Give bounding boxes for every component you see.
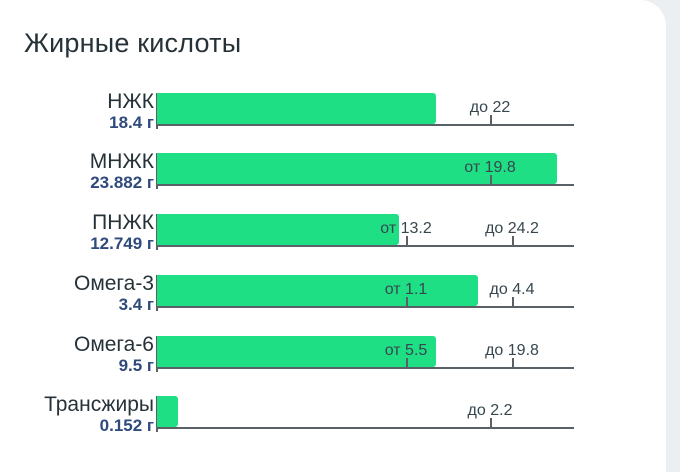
nutrient-row-pnzhk: ПНЖК 12.749 г от 13.2 до 24.2 xyxy=(0,211,680,254)
nutrient-amount: 3.4 г xyxy=(118,295,154,314)
baseline xyxy=(157,184,574,186)
nutrient-row-omega-6: Омега-6 9.5 г от 5.5 до 19.8 xyxy=(0,333,680,376)
amount-bar xyxy=(157,336,436,367)
nutrient-row-nzhk: НЖК 18.4 г до 22 xyxy=(0,90,680,133)
amount-bar xyxy=(157,275,478,306)
min-tick xyxy=(490,175,492,185)
min-tick xyxy=(406,358,408,368)
nutrient-name: НЖК xyxy=(107,90,154,113)
max-label: до 24.2 xyxy=(485,220,539,237)
nutrient-name: Омега-3 xyxy=(73,272,154,295)
min-tick xyxy=(406,297,408,307)
baseline xyxy=(157,306,574,308)
nutrient-name: Трансжиры xyxy=(44,393,154,416)
min-label: от 5.5 xyxy=(384,342,428,359)
nutrient-row-mnzhk: МНЖК 23.882 г от 19.8 xyxy=(0,150,680,193)
min-tick xyxy=(406,236,408,246)
min-label: от 13.2 xyxy=(380,220,432,237)
card-title: Жирные кислоты xyxy=(24,28,242,58)
nutrient-amount: 18.4 г xyxy=(109,113,154,132)
max-label: до 22 xyxy=(469,99,511,116)
fatty-acids-card: Жирные кислоты НЖК 18.4 г до 22 МНЖК 23.… xyxy=(0,0,666,472)
nutrient-row-omega-3: Омега-3 3.4 г от 1.1 до 4.4 xyxy=(0,272,680,315)
nutrient-amount: 0.152 г xyxy=(99,416,154,435)
nutrient-amount: 12.749 г xyxy=(90,234,154,253)
nutrient-name: МНЖК xyxy=(89,150,154,173)
max-tick xyxy=(490,115,492,125)
min-label: от 1.1 xyxy=(384,281,428,298)
baseline xyxy=(157,245,574,247)
baseline xyxy=(157,367,574,369)
baseline xyxy=(157,427,574,429)
nutrient-amount: 23.882 г xyxy=(90,173,154,192)
max-tick xyxy=(490,418,492,428)
nutrient-name: ПНЖК xyxy=(92,211,154,234)
nutrient-name: Омега-6 xyxy=(73,333,154,356)
max-label: до 2.2 xyxy=(467,402,513,419)
max-tick xyxy=(512,236,514,246)
nutrient-row-trans-fats: Трансжиры 0.152 г до 2.2 xyxy=(0,393,680,436)
amount-bar xyxy=(157,93,436,124)
amount-bar xyxy=(157,214,399,245)
amount-bar xyxy=(157,396,178,427)
max-label: до 19.8 xyxy=(485,342,539,359)
nutrient-amount: 9.5 г xyxy=(118,356,154,375)
baseline xyxy=(157,124,574,126)
min-label: от 19.8 xyxy=(464,159,516,176)
max-label: до 4.4 xyxy=(489,281,535,298)
max-tick xyxy=(512,358,514,368)
max-tick xyxy=(512,297,514,307)
